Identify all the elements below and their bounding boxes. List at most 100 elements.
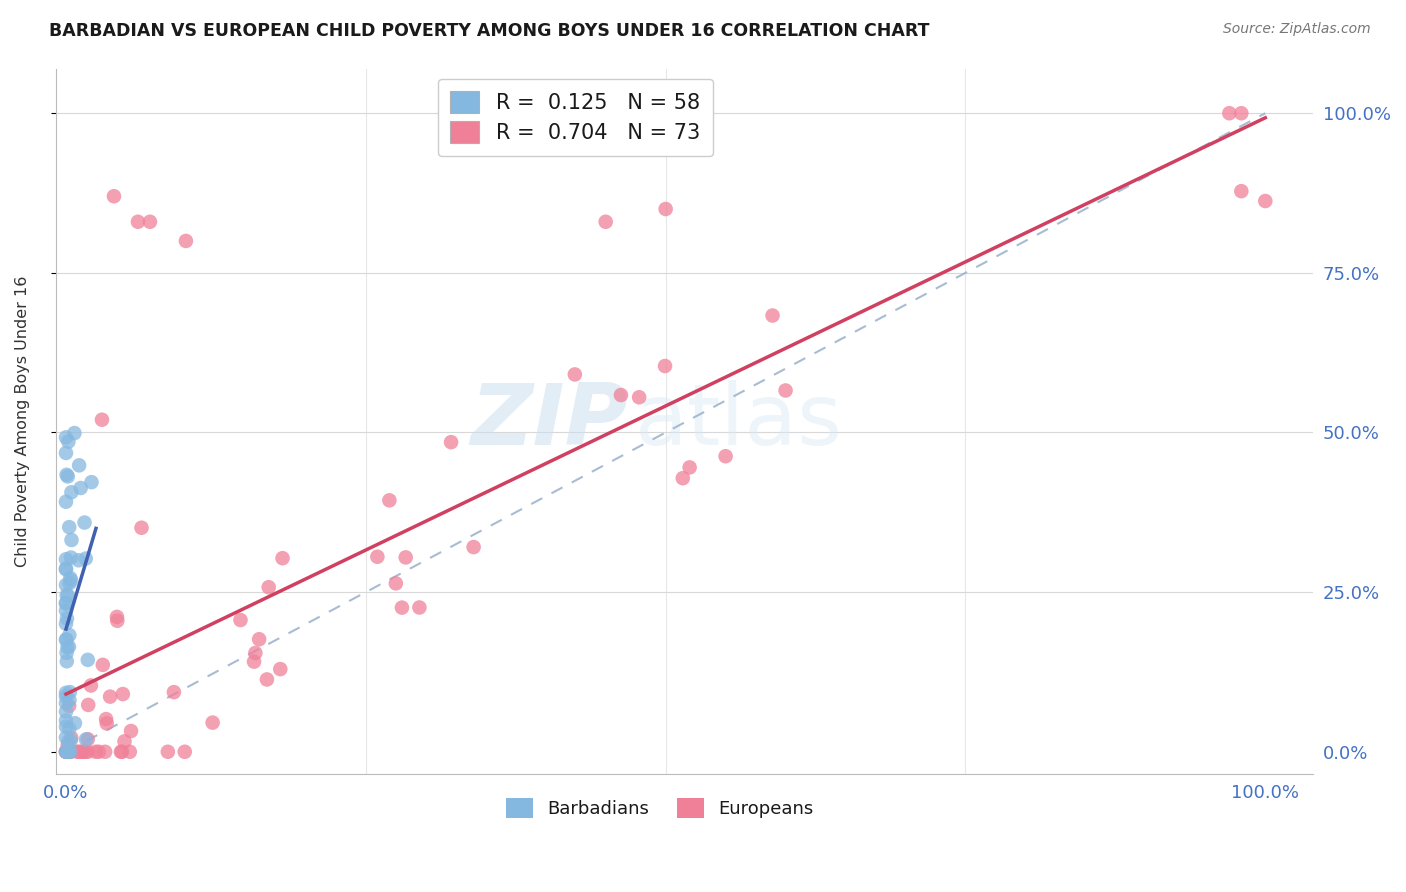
Point [72, 745, 94, 759]
Point [58, 722, 80, 736]
Point [96, 716, 118, 731]
Point [55, 467, 77, 482]
Point [56, 745, 79, 759]
Point [76, 745, 98, 759]
Point [243, 655, 266, 669]
Point [67, 745, 90, 759]
Point [55, 696, 77, 710]
Point [94, 745, 117, 759]
Point [245, 646, 267, 660]
Point [55, 588, 77, 602]
Point [94, 712, 117, 726]
Point [58, 698, 80, 713]
Point [59, 745, 82, 759]
Point [55, 745, 77, 759]
Point [127, 215, 149, 229]
Point [55, 731, 77, 745]
Point [111, 745, 134, 759]
Point [110, 745, 132, 759]
Point [67, 553, 90, 567]
Point [75, 551, 97, 566]
Point [55, 720, 77, 734]
Point [672, 471, 695, 485]
Point [269, 662, 291, 676]
Point [120, 724, 142, 739]
Point [55, 745, 77, 759]
Point [56, 611, 79, 625]
Point [55, 745, 77, 759]
Point [58, 745, 80, 759]
Point [395, 550, 418, 565]
Point [59, 571, 82, 585]
Point [247, 632, 270, 647]
Point [714, 449, 737, 463]
Point [55, 714, 77, 728]
Point [103, 189, 125, 203]
Point [654, 359, 676, 373]
Point [55, 562, 77, 576]
Point [55, 604, 77, 618]
Point [67, 458, 90, 473]
Point [463, 540, 485, 554]
Point [55, 430, 77, 444]
Point [440, 435, 463, 450]
Point [60, 533, 83, 547]
Point [391, 600, 413, 615]
Point [63, 716, 86, 731]
Point [775, 384, 797, 398]
Point [59, 685, 82, 699]
Text: BARBADIAN VS EUROPEAN CHILD POVERTY AMONG BOYS UNDER 16 CORRELATION CHART: BARBADIAN VS EUROPEAN CHILD POVERTY AMON… [49, 22, 929, 40]
Point [56, 640, 79, 655]
Point [56, 745, 79, 759]
Point [55, 745, 77, 759]
Point [60, 574, 83, 588]
Point [60, 485, 83, 500]
Point [56, 738, 79, 752]
Point [55, 632, 77, 647]
Point [84, 745, 107, 759]
Point [257, 580, 280, 594]
Point [58, 576, 80, 591]
Point [66, 745, 89, 759]
Point [111, 687, 134, 701]
Point [60, 731, 83, 745]
Point [385, 576, 408, 591]
Point [55, 562, 77, 576]
Point [56, 469, 79, 483]
Point [58, 520, 80, 534]
Point [366, 549, 388, 564]
Point [678, 460, 700, 475]
Point [70, 745, 93, 759]
Point [256, 673, 278, 687]
Point [118, 745, 141, 759]
Point [1218, 106, 1240, 120]
Point [56, 654, 79, 668]
Point [87, 745, 110, 759]
Point [55, 690, 77, 704]
Point [75, 732, 97, 747]
Point [58, 628, 80, 642]
Point [63, 426, 86, 441]
Point [59, 550, 82, 565]
Point [1230, 106, 1253, 120]
Point [58, 735, 80, 749]
Point [69, 481, 91, 495]
Point [59, 745, 82, 759]
Y-axis label: Child Poverty Among Boys Under 16: Child Poverty Among Boys Under 16 [15, 276, 30, 567]
Point [564, 368, 586, 382]
Point [55, 597, 77, 611]
Point [91, 657, 114, 672]
Point [55, 494, 77, 508]
Point [378, 493, 401, 508]
Point [77, 698, 100, 712]
Point [105, 614, 128, 628]
Point [1254, 194, 1277, 208]
Point [55, 745, 77, 759]
Point [114, 734, 136, 748]
Point [80, 678, 103, 692]
Point [56, 589, 79, 603]
Point [75, 745, 97, 759]
Point [628, 390, 651, 404]
Point [55, 596, 77, 610]
Legend: Barbadians, Europeans: Barbadians, Europeans [499, 790, 821, 825]
